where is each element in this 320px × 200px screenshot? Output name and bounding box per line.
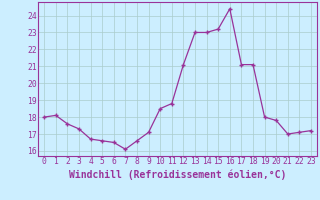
X-axis label: Windchill (Refroidissement éolien,°C): Windchill (Refroidissement éolien,°C)	[69, 169, 286, 180]
